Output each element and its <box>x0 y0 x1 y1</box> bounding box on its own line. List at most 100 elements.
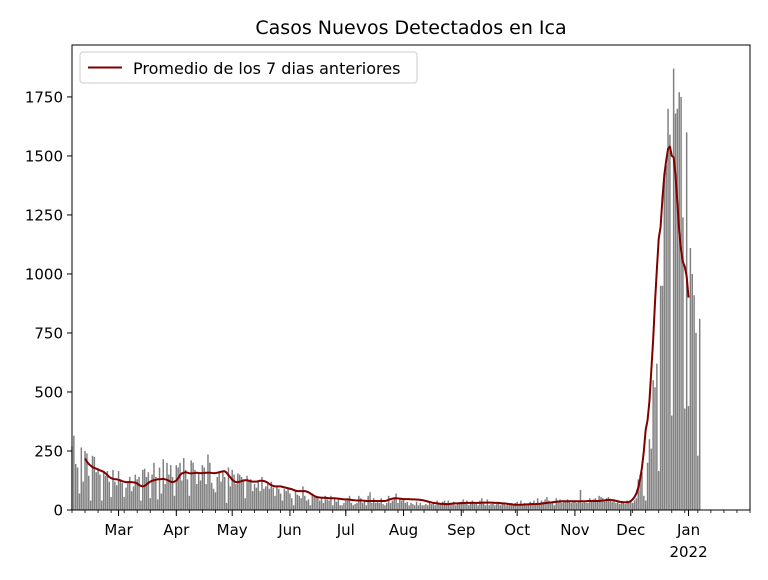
x-tick-label: Jul <box>336 521 355 539</box>
bar-daily-cases <box>248 480 250 510</box>
bar-daily-cases <box>656 363 658 510</box>
bar-daily-cases <box>365 505 368 510</box>
bar-daily-cases <box>76 467 79 510</box>
bar-daily-cases <box>237 473 239 510</box>
bar-daily-cases <box>447 500 449 510</box>
bar-daily-cases <box>522 504 524 510</box>
bar-daily-cases <box>179 462 181 510</box>
bar-daily-cases <box>486 499 489 510</box>
bar-daily-cases <box>274 495 276 510</box>
bar-daily-cases <box>579 489 582 510</box>
bar-daily-cases <box>572 501 574 510</box>
bar-daily-cases <box>484 505 487 510</box>
bar-daily-cases <box>318 500 321 510</box>
bar-daily-cases <box>691 273 693 510</box>
bar-daily-cases <box>598 495 600 510</box>
bar-daily-cases <box>609 500 612 510</box>
bar-daily-cases <box>201 465 204 510</box>
bar-daily-cases <box>225 502 228 510</box>
bar-daily-cases <box>525 505 528 510</box>
bar-daily-cases <box>117 471 120 510</box>
bar-daily-cases <box>665 165 667 510</box>
y-tick-label: 750 <box>34 324 63 342</box>
bar-daily-cases <box>138 476 140 510</box>
bar-daily-cases <box>637 479 639 510</box>
bar-daily-cases <box>617 500 619 510</box>
bar-daily-cases <box>518 505 520 510</box>
bar-daily-cases <box>343 502 345 510</box>
bar-daily-cases <box>171 476 174 510</box>
bar-daily-cases <box>523 502 526 510</box>
bar-daily-cases <box>145 476 148 510</box>
bar-daily-cases <box>551 502 554 510</box>
bar-daily-cases <box>276 486 278 510</box>
bar-daily-cases <box>315 495 317 510</box>
bar-daily-cases <box>436 500 438 510</box>
bar-daily-cases <box>568 500 571 510</box>
bar-daily-cases <box>499 505 502 510</box>
bar-daily-cases <box>279 493 282 510</box>
bar-daily-cases <box>631 502 634 510</box>
bar-daily-cases <box>451 502 453 510</box>
bar-daily-cases <box>507 504 509 510</box>
bar-daily-cases <box>583 500 585 510</box>
bar-daily-cases <box>164 484 166 510</box>
bar-daily-cases <box>82 481 84 510</box>
bar-daily-cases <box>646 462 649 510</box>
bar-daily-cases <box>307 499 310 510</box>
x-tick-label: Jun <box>277 521 301 539</box>
bar-daily-cases <box>555 498 558 510</box>
bar-daily-cases <box>89 500 92 510</box>
bar-daily-cases <box>188 495 191 510</box>
bar-daily-cases <box>495 504 498 510</box>
bar-daily-cases <box>132 486 135 510</box>
bar-daily-cases <box>313 497 315 510</box>
bar-daily-cases <box>371 502 373 510</box>
bar-daily-cases <box>540 500 543 510</box>
bar-daily-cases <box>123 497 125 510</box>
bar-daily-cases <box>324 495 327 510</box>
bar-daily-cases <box>477 505 479 510</box>
bar-daily-cases <box>302 486 304 510</box>
bar-daily-cases <box>192 462 194 510</box>
line-layer <box>84 145 690 506</box>
bar-daily-cases <box>624 504 626 510</box>
bar-daily-cases <box>570 502 572 510</box>
bar-daily-cases <box>428 502 431 510</box>
bar-daily-cases <box>622 502 625 510</box>
bar-daily-cases <box>423 505 425 510</box>
bar-daily-cases <box>654 387 656 510</box>
bar-daily-cases <box>104 475 107 510</box>
axes-layer: 0 250 500 750 1000 1250 1500 1750 Mar Apr May Jun Ju… <box>25 44 751 561</box>
bar-daily-cases <box>186 479 189 510</box>
bar-daily-cases <box>512 504 515 510</box>
bar-daily-cases <box>503 502 505 510</box>
bar-daily-cases <box>363 500 366 510</box>
bar-daily-cases <box>348 495 351 510</box>
bar-daily-cases <box>577 500 580 510</box>
bar-daily-cases <box>553 505 556 510</box>
bar-daily-cases <box>671 415 673 510</box>
bar-daily-cases <box>223 476 226 510</box>
bar-daily-cases <box>494 505 496 510</box>
bar-daily-cases <box>628 502 630 510</box>
y-tick-label: 1250 <box>25 206 63 224</box>
bar-daily-cases <box>309 505 312 510</box>
bar-daily-cases <box>311 493 314 510</box>
bar-daily-cases <box>564 500 567 510</box>
bar-daily-cases <box>695 332 697 510</box>
bar-daily-cases <box>134 474 137 510</box>
bar-daily-cases <box>136 479 138 510</box>
bar-daily-cases <box>95 472 97 510</box>
y-tick-label: 0 <box>53 502 63 520</box>
bar-daily-cases <box>333 498 336 510</box>
bar-daily-cases <box>250 479 252 510</box>
bar-daily-cases <box>481 498 483 510</box>
bar-daily-cases <box>380 498 382 510</box>
bar-daily-cases <box>121 482 124 510</box>
bar-daily-cases <box>335 501 338 510</box>
bar-daily-cases <box>155 476 157 510</box>
bar-daily-cases <box>633 500 636 510</box>
bar-daily-cases <box>527 504 530 510</box>
